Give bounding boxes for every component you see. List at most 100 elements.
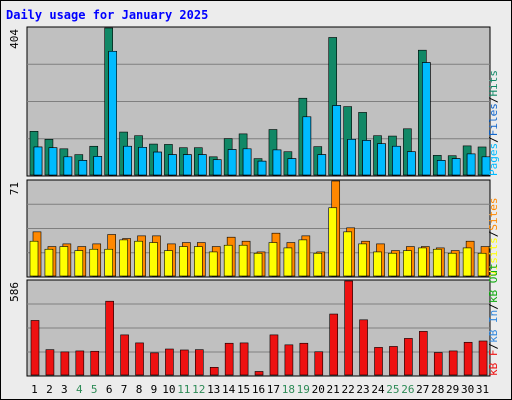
bar-kb-f-day-26 [404, 338, 413, 376]
bar-kb-f-day-23 [359, 319, 368, 376]
x-tick-label-day: 16 [252, 383, 265, 396]
chart-title: Daily usage for January 2025 [6, 8, 208, 22]
x-tick-label-day: 24 [371, 383, 385, 396]
bar-pages-day-10 [168, 154, 177, 176]
legend-item: kB F [487, 350, 500, 377]
x-tick-label-day: 15 [237, 383, 250, 396]
bar-kb-f-day-20 [314, 351, 324, 376]
x-tick-label-day: 21 [327, 383, 340, 396]
bar-visits-day-13 [208, 251, 218, 277]
x-tick-label-day: 18 [282, 383, 295, 396]
bar-kb-f-day-31 [478, 340, 488, 376]
legend-item: Files [487, 103, 500, 136]
bar-kb-f-day-8 [135, 342, 144, 376]
x-tick-label-day: 25 [386, 383, 399, 396]
bar-kb-f-day-16 [254, 371, 264, 376]
bar-visits-day-10 [164, 250, 173, 277]
bar-pages-day-2 [48, 147, 58, 176]
bar-visits-day-17 [268, 242, 278, 277]
legend-kbytes: kB F/kB In/kB Out [487, 263, 500, 376]
bar-kb-f-day-14 [224, 342, 234, 376]
bar-kb-f-day-19 [299, 342, 309, 376]
bar-pages-day-28 [436, 160, 446, 176]
bar-kb-f-day-15 [239, 342, 249, 376]
bar-visits-day-26 [403, 250, 412, 277]
x-tick-label-day: 3 [61, 383, 68, 396]
bar-pages-day-18 [287, 158, 297, 176]
bar-kb-f-day-1 [30, 320, 40, 376]
bar-pages-day-21 [332, 105, 342, 176]
bar-pages-day-15 [242, 148, 252, 176]
bar-kb-f-day-11 [180, 349, 189, 376]
bar-kb-f-day-6 [105, 300, 114, 376]
bar-kb-f-day-9 [150, 352, 159, 376]
bar-kb-f-day-22 [344, 280, 353, 376]
bar-pages-day-20 [317, 154, 327, 176]
bar-pages-day-27 [422, 62, 431, 176]
bar-kb-f-day-13 [209, 367, 219, 376]
x-tick-label-day: 5 [91, 383, 98, 396]
bar-visits-day-19 [298, 239, 308, 277]
bar-pages-day-1 [33, 146, 43, 176]
bar-visits-day-5 [89, 248, 99, 277]
bar-visits-day-31 [477, 252, 487, 277]
bar-visits-day-29 [447, 252, 457, 277]
legend-item: kB In [487, 310, 500, 343]
bar-kb-f-day-25 [389, 346, 398, 376]
x-tick-label-day: 7 [121, 383, 128, 396]
bar-pages-day-3 [63, 156, 73, 176]
bar-kb-f-day-29 [448, 350, 458, 376]
bar-pages-day-12 [197, 154, 207, 176]
bar-kb-f-day-3 [60, 351, 70, 376]
legend-item: / [487, 136, 500, 143]
x-tick-label-day: 13 [207, 383, 220, 396]
bar-kb-f-day-18 [284, 344, 294, 376]
bar-kb-f-day-5 [90, 350, 100, 376]
bar-visits-day-25 [388, 252, 397, 277]
bar-pages-day-30 [466, 153, 476, 176]
bar-pages-day-4 [78, 160, 88, 176]
x-tick-label-day: 20 [312, 383, 325, 396]
bar-pages-day-26 [407, 151, 416, 176]
x-tick-label-day: 9 [151, 383, 158, 396]
x-tick-label-day: 8 [136, 383, 143, 396]
x-tick-label-day: 14 [222, 383, 236, 396]
bar-kb-f-day-21 [329, 313, 339, 376]
bar-pages-day-23 [362, 140, 371, 176]
bar-kb-f-day-10 [165, 348, 174, 376]
x-tick-label-day: 22 [341, 383, 354, 396]
bar-pages-day-6 [108, 50, 117, 176]
bar-kb-f-day-7 [120, 334, 129, 376]
x-tick-label-day: 19 [297, 383, 310, 396]
bar-pages-day-25 [392, 145, 401, 176]
bar-pages-day-17 [272, 149, 282, 176]
bar-pages-day-29 [451, 158, 461, 176]
y-axis-max-label: 71 [8, 182, 21, 195]
bar-visits-day-4 [74, 250, 84, 277]
bar-kb-f-day-30 [463, 341, 473, 376]
bar-visits-day-6 [104, 248, 113, 277]
bar-visits-day-14 [223, 244, 233, 277]
bar-pages-day-16 [257, 160, 267, 176]
bar-visits-day-15 [238, 244, 248, 277]
x-tick-label-day: 31 [476, 383, 489, 396]
bar-visits-day-27 [418, 247, 427, 277]
bar-kb-f-day-17 [269, 334, 279, 376]
bar-pages-day-11 [183, 154, 192, 176]
x-tick-label-day: 29 [446, 383, 459, 396]
bar-pages-day-5 [93, 156, 103, 176]
bar-visits-day-7 [119, 239, 128, 277]
x-tick-label-day: 28 [431, 383, 444, 396]
bar-visits-day-9 [149, 242, 158, 277]
x-tick-label-day: 2 [46, 383, 53, 396]
x-axis-day-labels: 1 2 3 4 5 6 7 8 9 10 11 12 13 14 15 16 17 18 19 20 21 22 23 24 2… [31, 383, 489, 396]
bar-visits-day-18 [283, 247, 293, 277]
bar-pages-day-14 [227, 149, 237, 176]
bar-pages-day-7 [123, 145, 132, 176]
legend-item: / [487, 97, 500, 104]
bar-visits-day-28 [432, 248, 442, 277]
bar-pages-day-9 [153, 151, 162, 176]
